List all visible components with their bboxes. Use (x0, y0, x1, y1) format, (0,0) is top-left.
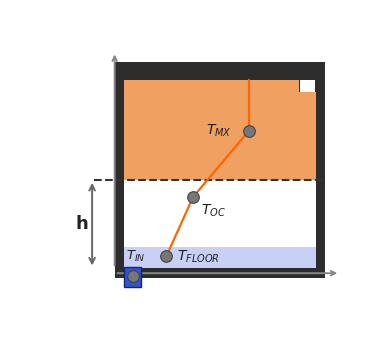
Bar (300, 80, 315, 92)
Bar (124, 80, 316, 180)
Point (190, 194, 196, 200)
Bar (124, 247, 316, 268)
Text: $T_{FLOOR}$: $T_{FLOOR}$ (177, 248, 219, 265)
Bar (316, 62, 325, 278)
Point (130, 273, 136, 278)
Point (246, 129, 252, 134)
Bar (115, 62, 124, 278)
Bar (124, 267, 141, 287)
Bar (115, 62, 325, 278)
Text: h: h (75, 215, 88, 233)
Bar (115, 62, 325, 80)
Text: $T_{MX}$: $T_{MX}$ (206, 123, 232, 140)
Bar (299, 80, 316, 92)
Point (163, 254, 170, 259)
Text: $T_{OC}$: $T_{OC}$ (201, 202, 225, 219)
Bar (115, 268, 325, 278)
Text: $T_{IN}$: $T_{IN}$ (126, 249, 145, 264)
